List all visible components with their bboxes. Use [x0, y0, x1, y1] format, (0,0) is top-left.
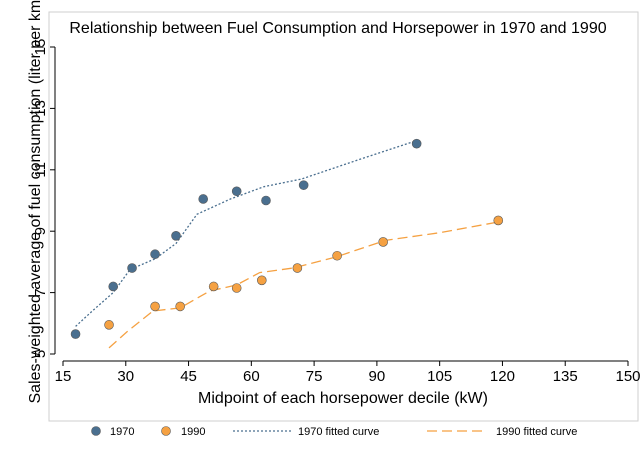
series-layer: [70, 138, 504, 349]
point-1990: [104, 320, 114, 330]
point-1970: [231, 186, 242, 197]
point-1970: [127, 263, 137, 273]
y-tick-label: 7: [32, 288, 49, 296]
y-axis: 5 7 9 11 13 15: [32, 39, 56, 358]
point-1990: [378, 237, 388, 247]
legend-label: 1990 fitted curve: [496, 426, 577, 438]
x-tick-label: 120: [490, 368, 515, 385]
point-1970: [298, 180, 309, 190]
y-tick-label: 15: [32, 39, 49, 56]
series-line-1970-fitted-curve: [75, 139, 417, 327]
y-tick-label: 9: [32, 227, 49, 235]
point-1970: [171, 231, 181, 241]
legend-label: 1970: [110, 426, 134, 438]
outer-frame: [48, 11, 639, 422]
y-tick-label: 13: [32, 100, 49, 117]
legend-marker-1970: [91, 426, 101, 436]
x-tick-label: 75: [306, 368, 323, 385]
legend-label: 1990: [181, 426, 205, 438]
y-axis-label: Sales-weighted average of fuel consumpti…: [27, 0, 44, 404]
legend-marker-1990: [161, 426, 171, 436]
point-1990: [175, 301, 185, 312]
point-1990: [231, 283, 242, 293]
series-line-1990-fitted-curve: [108, 221, 499, 349]
legend-label: 1970 fitted curve: [298, 426, 379, 438]
chart-title: Relationship between Fuel Consumption an…: [69, 20, 606, 37]
x-tick-label: 90: [369, 368, 386, 385]
plot-frame: [48, 11, 639, 422]
x-tick-label: 135: [553, 368, 578, 385]
x-axis-label: Midpoint of each horsepower decile (kW): [198, 390, 488, 407]
point-1970: [70, 329, 81, 339]
x-tick-label: 30: [117, 368, 134, 385]
point-1970: [198, 194, 209, 204]
x-tick-label: 105: [427, 368, 452, 385]
point-1990: [208, 281, 219, 292]
y-tick-label: 5: [32, 350, 49, 358]
point-1990: [292, 263, 303, 273]
x-tick-label: 45: [180, 368, 197, 385]
x-tick-label: 15: [55, 368, 72, 385]
point-1990: [332, 250, 342, 261]
point-1990: [493, 215, 504, 226]
point-1970: [150, 249, 160, 260]
x-tick-label: 60: [243, 368, 260, 385]
legend: 1970 1990 1970 fitted curve 1990 fitted cur…: [91, 426, 577, 438]
point-1970: [108, 281, 119, 292]
point-1990: [150, 301, 160, 312]
y-tick-label: 11: [32, 162, 49, 178]
point-1990: [256, 275, 267, 286]
x-axis: 15 30 45 60 75 90 105 120 135 150: [55, 360, 641, 385]
x-tick-label: 150: [615, 368, 640, 385]
point-1970: [411, 138, 422, 149]
point-1970: [261, 195, 271, 206]
